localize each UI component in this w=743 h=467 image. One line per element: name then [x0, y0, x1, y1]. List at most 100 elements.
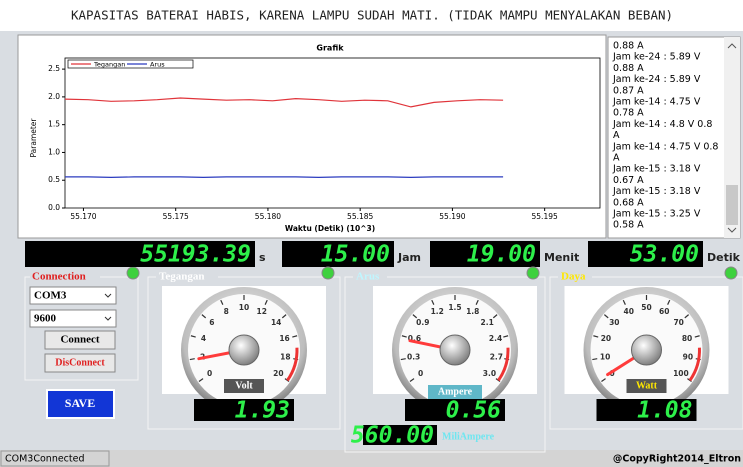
legend-label: Arus — [150, 61, 165, 69]
gauge-tick — [189, 358, 195, 361]
gauge-display — [194, 399, 294, 421]
header-title: KAPASITAS BATERAI HABIS, KARENA LAMPU SU… — [71, 8, 673, 23]
gauge-tick — [201, 314, 207, 319]
disconnect-label: DisConnect — [55, 357, 105, 368]
log-line: 0.67 A — [613, 175, 644, 186]
gauge-red-zone — [286, 347, 299, 382]
log-line: Jam ke-24 : 5.89 V — [612, 74, 701, 85]
gauge-tick-label: 0 — [418, 369, 423, 378]
y-tick-label: 0.5 — [48, 175, 60, 184]
gauge-red-zone — [688, 347, 701, 382]
milli-unit: MiliAmpere — [442, 431, 495, 442]
gauge-tick-label: 10 — [239, 303, 249, 312]
digital-unit: Detik — [707, 251, 741, 264]
gauge-led — [724, 266, 738, 280]
log-line: 0.68 A — [613, 197, 644, 208]
gauge-unit: Volt — [235, 380, 253, 391]
gauge-tick — [431, 299, 435, 305]
gauge-tick-label: 30 — [609, 318, 619, 327]
dropdown-arrow — [104, 293, 112, 298]
log-line: Jam ke-14 : 4.75 V 0.8 — [612, 141, 718, 152]
gauge-tick-label: 16 — [279, 334, 289, 343]
y-tick-label: 0.0 — [48, 203, 60, 212]
gauge-tick-label: 0.9 — [416, 318, 429, 327]
x-tick-label: 55.170 — [70, 212, 96, 221]
milli-display — [363, 425, 437, 445]
milli-reading: 560.00 — [351, 423, 434, 449]
status-right: @CopyRight2014_Eltron — [613, 454, 741, 465]
log-line: 0.58 A — [613, 220, 644, 231]
gauge-title: Arus — [356, 271, 380, 283]
gauge-tick — [601, 378, 606, 383]
series-line — [65, 176, 504, 179]
gauge-tick-label: 60 — [659, 307, 669, 316]
gauge-tick-label: 90 — [683, 352, 693, 361]
gauge-display — [596, 399, 697, 421]
gauge-tick — [492, 314, 498, 319]
plot-area — [64, 57, 601, 209]
gauge-reading: 1.93 — [235, 398, 290, 424]
gauge-tick-label: 6 — [209, 318, 214, 327]
digital-reading: 19.00 — [467, 242, 536, 268]
digital-display — [588, 241, 703, 267]
gauge-tick — [264, 299, 268, 305]
y-axis-label: Parameter — [29, 118, 38, 158]
connect-button[interactable] — [44, 330, 116, 350]
disconnect-button[interactable] — [44, 353, 116, 373]
port-select[interactable] — [29, 286, 117, 305]
save-button[interactable] — [46, 389, 115, 419]
x-tick-label: 55.175 — [163, 212, 189, 221]
gauge-tick — [603, 314, 609, 319]
digital-unit: Jam — [397, 251, 421, 264]
digital-display — [25, 241, 255, 267]
gauge-tick — [401, 335, 407, 338]
gauge-tick — [409, 378, 415, 383]
digital-unit: Menit — [544, 251, 579, 264]
gauge-display — [405, 399, 505, 421]
gauge-tick — [281, 314, 287, 319]
gauge-tick — [503, 335, 509, 338]
log-line: 0.87 A — [613, 85, 644, 96]
gauge-tick-label: 80 — [682, 334, 692, 343]
gauge-reading: 0.56 — [446, 398, 502, 424]
gauge-tick-label: 14 — [271, 318, 281, 327]
log-line: Jam ke-14 : 4.8 V 0.8 — [612, 119, 712, 130]
log-line: Jam ke-15 : 3.18 V — [612, 164, 701, 175]
port-value: COM3 — [34, 290, 67, 302]
gauge-tick-label: 2.7 — [490, 352, 503, 361]
gauge-tick-label: 2.4 — [489, 334, 502, 343]
connection-title: Connection — [32, 271, 86, 283]
gauge-tick — [412, 314, 418, 319]
gauge-hub — [631, 334, 662, 366]
status-left: COM3Connected — [5, 454, 85, 465]
y-tick-label: 2.5 — [48, 64, 60, 73]
digital-unit: s — [259, 251, 266, 264]
log-line: 0.88 A — [613, 63, 644, 74]
digital-reading: 53.00 — [630, 242, 699, 268]
scroll-thumb[interactable] — [726, 185, 738, 225]
log-line: Jam ke-24 : 5.89 V — [612, 52, 701, 63]
baud-select[interactable] — [29, 309, 117, 328]
gauge-tick — [190, 335, 196, 338]
chart-title: Grafik — [316, 44, 344, 53]
gauge-led — [321, 266, 335, 280]
status-bar — [0, 450, 743, 467]
gauge-tick — [198, 378, 204, 383]
gauge-title: Daya — [561, 271, 586, 283]
gauge-tick-label: 0.3 — [407, 352, 420, 361]
gauge-reading: 1.08 — [637, 398, 692, 424]
log-line: A — [613, 153, 620, 164]
x-axis-label: Waktu (Detik) (10^3) — [285, 224, 375, 233]
log-line: A — [613, 130, 620, 141]
gauge-tick-label: 3.0 — [483, 369, 496, 378]
log-line: 0.88 A — [613, 41, 644, 52]
gauge-tick-label: 1.5 — [448, 303, 461, 312]
gauge-tick-label: 4 — [201, 334, 206, 343]
gauge-tick — [475, 299, 479, 305]
gauge-tick-label: 100 — [673, 369, 689, 378]
gauge-hub — [439, 334, 471, 366]
gauge-tick — [694, 335, 700, 338]
gauge-tick-label: 0 — [207, 369, 212, 378]
